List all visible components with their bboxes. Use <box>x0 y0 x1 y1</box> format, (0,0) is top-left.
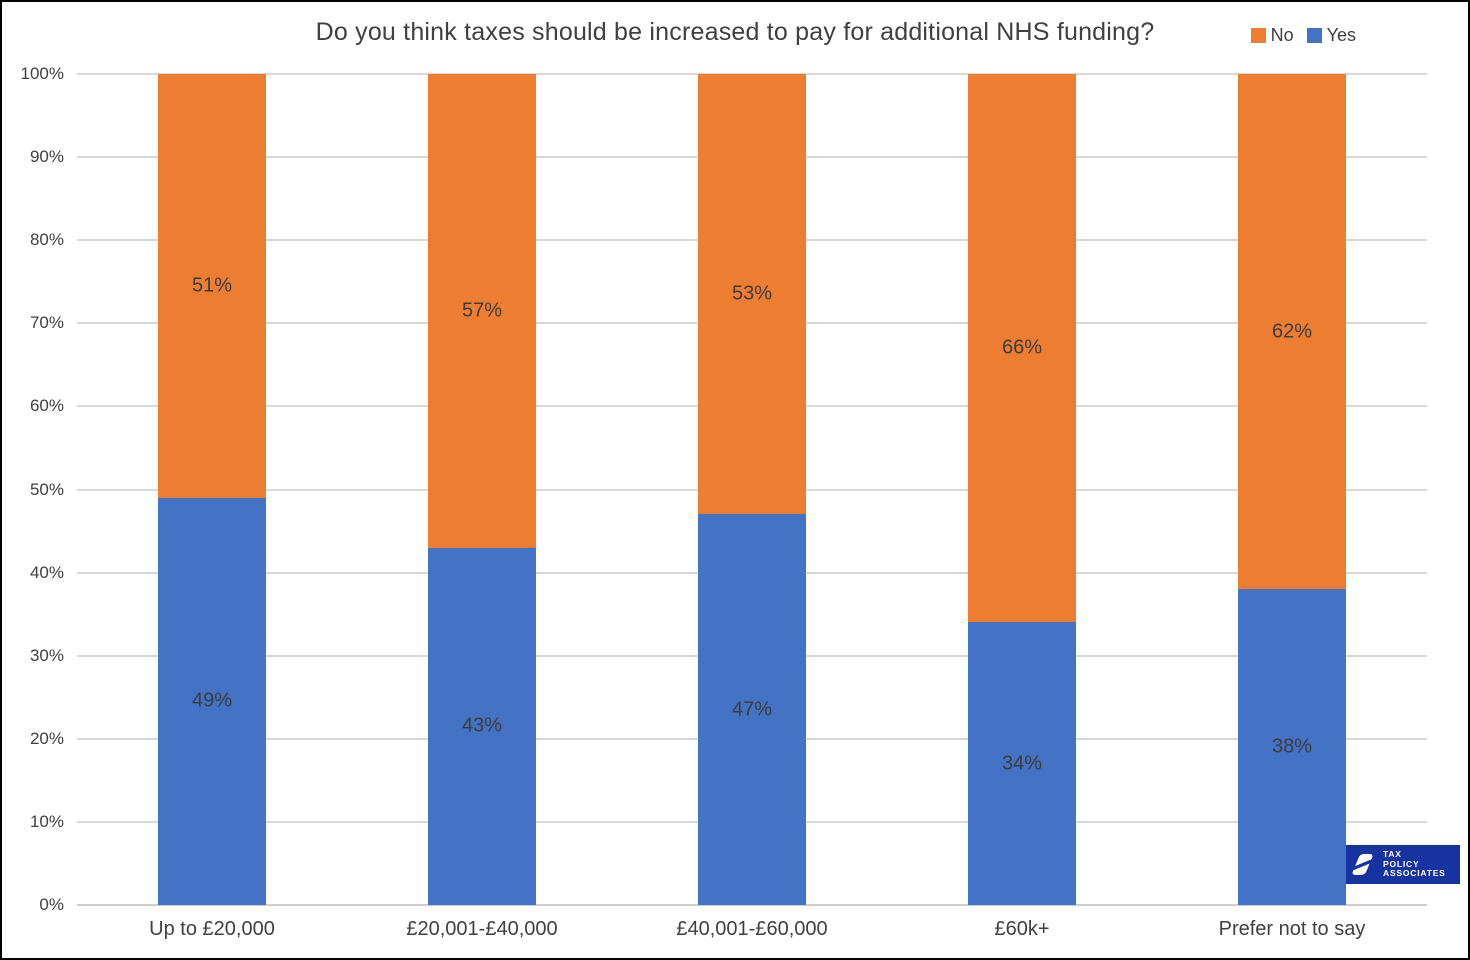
bar-segment-no <box>698 74 806 515</box>
y-tick-label: 80% <box>29 230 64 250</box>
bar-segment-yes <box>1238 589 1346 905</box>
y-tick-label: 0% <box>39 895 64 914</box>
y-tick-label: 70% <box>29 313 64 333</box>
tax-policy-associates-logo: TAX POLICY ASSOCIATES <box>1340 845 1460 884</box>
legend-swatch-yes <box>1306 28 1322 43</box>
logo-text-line: ASSOCIATES <box>1383 868 1446 879</box>
bar-segment-no <box>968 74 1076 623</box>
y-tick-label: 30% <box>29 645 64 665</box>
x-category-label: £20,001-£40,000 <box>406 918 558 940</box>
legend-label: No <box>1270 25 1294 45</box>
data-label-yes: 34% <box>1001 752 1043 775</box>
bar-segment-yes <box>968 622 1076 905</box>
y-tick-label: 50% <box>29 479 64 499</box>
bar-segment-no <box>1238 74 1346 590</box>
legend-swatch-no <box>1250 28 1266 43</box>
logo-text-line: TAX <box>1383 849 1402 860</box>
legend: No Yes <box>1250 25 1356 46</box>
x-category-label: Up to £20,000 <box>149 918 275 940</box>
y-tick-label: 60% <box>29 396 64 416</box>
data-label-no: 62% <box>1271 320 1313 343</box>
bar-segment-no <box>158 74 266 498</box>
legend-label: Yes <box>1326 25 1356 45</box>
bar-segment-yes <box>428 547 536 905</box>
x-category-label: £60k+ <box>994 918 1050 940</box>
bar-segment-yes <box>158 497 266 905</box>
logo-icon <box>1350 854 1375 875</box>
bar-segment-yes <box>698 514 806 905</box>
data-label-no: 57% <box>461 299 503 322</box>
legend-item-no: No <box>1250 25 1294 46</box>
chart-title: Do you think taxes should be increased t… <box>315 18 1155 46</box>
gridline <box>77 904 1427 906</box>
data-label-no: 53% <box>731 282 773 305</box>
data-label-yes: 47% <box>731 698 773 721</box>
y-tick-label: 100% <box>20 64 64 83</box>
y-tick-label: 20% <box>29 728 64 748</box>
data-label-yes: 38% <box>1271 735 1313 758</box>
bar-segment-no <box>428 74 536 548</box>
x-category-label: £40,001-£60,000 <box>676 918 828 940</box>
data-label-no: 66% <box>1001 336 1043 359</box>
y-tick-label: 40% <box>29 562 64 582</box>
y-tick-label: 90% <box>29 147 64 167</box>
y-tick-label: 10% <box>29 811 64 831</box>
logo-text-line: POLICY <box>1383 858 1420 869</box>
legend-item-yes: Yes <box>1306 25 1356 46</box>
x-category-label: Prefer not to say <box>1218 918 1366 940</box>
data-label-yes: 43% <box>461 714 503 737</box>
data-label-no: 51% <box>191 274 233 297</box>
data-label-yes: 49% <box>191 689 233 712</box>
logo-text: TAX POLICY ASSOCIATES <box>1383 850 1446 879</box>
